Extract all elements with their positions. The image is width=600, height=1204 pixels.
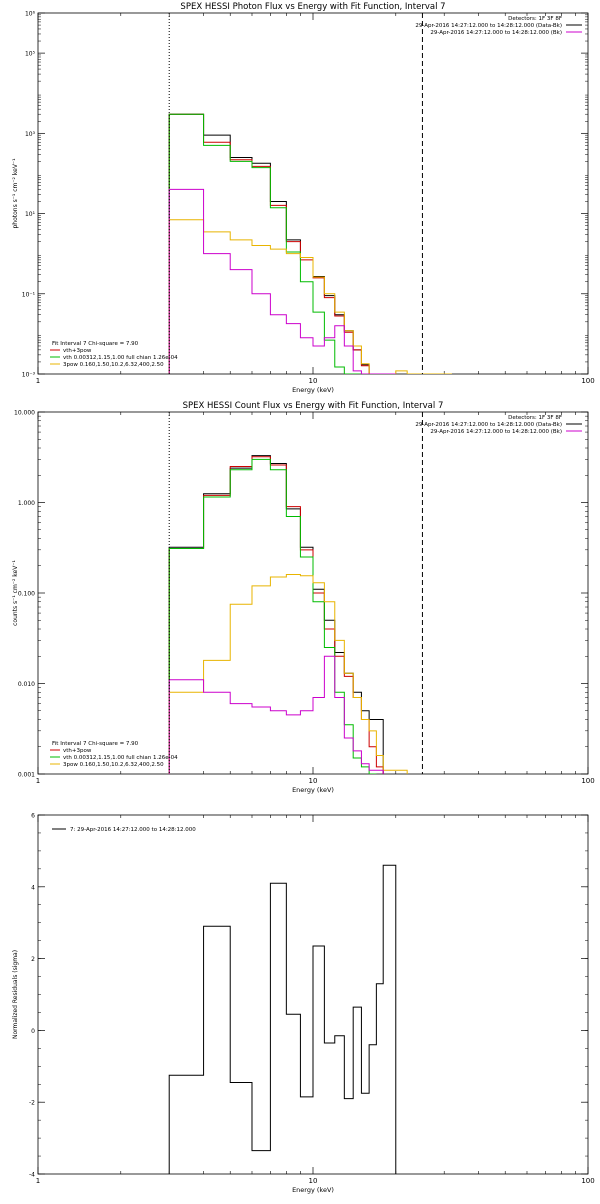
y-tick-label: 1.000 <box>18 500 35 507</box>
legend-text: 29-Apr-2016 14:27:12.000 to 14:28:12.000… <box>415 23 562 29</box>
series-line <box>168 188 396 374</box>
chart-panel-3: 1 10 100 -4 -2 0 2 4 6 Energy (keV) Normalized Res… <box>12 813 595 1195</box>
series-line <box>168 458 377 774</box>
legend-text: vth 0.00312,1.15,1.00 full chian 1.26e-0… <box>63 355 178 361</box>
y-tick-label: 0 <box>31 1028 35 1035</box>
legend-text: 7: 29-Apr-2016 14:27:12.000 to 14:28:12.… <box>70 827 196 833</box>
series-line <box>168 456 384 774</box>
x-axis-label: Energy (keV) <box>292 1186 334 1194</box>
legend-text: 29-Apr-2016 14:27:12.000 to 14:28:12.000… <box>415 422 562 428</box>
x-tick-label: 1 <box>36 777 40 785</box>
y-axis-label: photons s⁻¹ cm⁻² keV⁻¹ <box>12 158 19 229</box>
y-tick-label: 0.001 <box>18 772 35 779</box>
legend-text: vth+3pow <box>63 348 92 354</box>
y-tick-label: 10⁵ <box>25 51 36 58</box>
legend-text: 3pow 0.160,1.50,10.2,6.32,400,2.50 <box>63 762 164 768</box>
legend-text: 29-Apr-2016 14:27:12.000 to 14:28:12.000… <box>430 30 562 36</box>
x-tick-label: 1 <box>36 377 40 385</box>
y-tick-label: 10.000 <box>14 410 35 417</box>
y-tick-label: 4 <box>31 884 35 891</box>
x-tick-label: 100 <box>581 1177 594 1185</box>
series-line <box>168 219 452 374</box>
y-tick-label: 10⁶ <box>25 11 36 18</box>
y-tick-label: 0.010 <box>18 681 35 688</box>
x-axis-label: Energy (keV) <box>292 786 334 794</box>
x-tick-label: 1 <box>36 1177 40 1185</box>
legend-text: Fit Interval 7 Chi-square = 7.90 <box>52 341 139 347</box>
y-tick-label: -2 <box>29 1100 35 1107</box>
chart-panel-2: SPEX HESSI Count Flux vs Energy with Fit… <box>12 401 595 794</box>
legend-text: Fit Interval 7 Chi-square = 7.90 <box>52 741 139 747</box>
x-tick-label: 10 <box>309 377 318 385</box>
y-tick-label: 10⁻¹ <box>22 291 36 298</box>
legend-text: 3pow 0.160,1.50,10.2,6.32,400,2.50 <box>63 362 164 368</box>
series-line <box>168 574 408 774</box>
legend-text: Detectors: 1F 3F 8F <box>508 415 562 421</box>
series-line <box>168 655 384 774</box>
series-group <box>168 455 408 774</box>
series-line <box>168 864 397 1174</box>
series-group <box>168 864 397 1174</box>
y-axis-label: Normalized Residuals (sigma) <box>12 950 19 1039</box>
y-tick-label: 10⁻³ <box>22 372 36 379</box>
y-tick-label: -4 <box>29 1172 35 1179</box>
plot-frame <box>37 12 589 375</box>
legend-text: vth+3pow <box>63 748 92 754</box>
y-tick-label: 10¹ <box>25 211 36 218</box>
y-axis-label: counts s⁻¹ cm⁻² keV⁻¹ <box>12 560 19 626</box>
y-tick-label: 2 <box>31 956 35 963</box>
legend-text: Detectors: 1F 3F 8F <box>508 16 562 22</box>
legend-text: 29-Apr-2016 14:27:12.000 to 14:28:12.000… <box>430 429 562 435</box>
x-tick-label: 10 <box>309 1177 318 1185</box>
x-tick-label: 100 <box>581 377 594 385</box>
x-tick-label: 10 <box>309 777 318 785</box>
legend-text: vth 0.00312,1.15,1.00 full chian 1.26e-0… <box>63 755 178 761</box>
chart-title: SPEX HESSI Photon Flux vs Energy with Fi… <box>180 2 445 12</box>
y-tick-label: 0.100 <box>18 591 35 598</box>
chart-panel-1: SPEX HESSI Photon Flux vs Energy with Fi… <box>12 2 595 394</box>
chart-title: SPEX HESSI Count Flux vs Energy with Fit… <box>183 401 444 411</box>
series-group <box>168 113 452 374</box>
x-tick-label: 100 <box>581 777 594 785</box>
series-line <box>168 455 384 774</box>
series-line <box>168 113 370 374</box>
x-axis-label: Energy (keV) <box>292 386 334 394</box>
y-tick-label: 10³ <box>25 131 36 138</box>
y-tick-label: 6 <box>31 813 35 820</box>
